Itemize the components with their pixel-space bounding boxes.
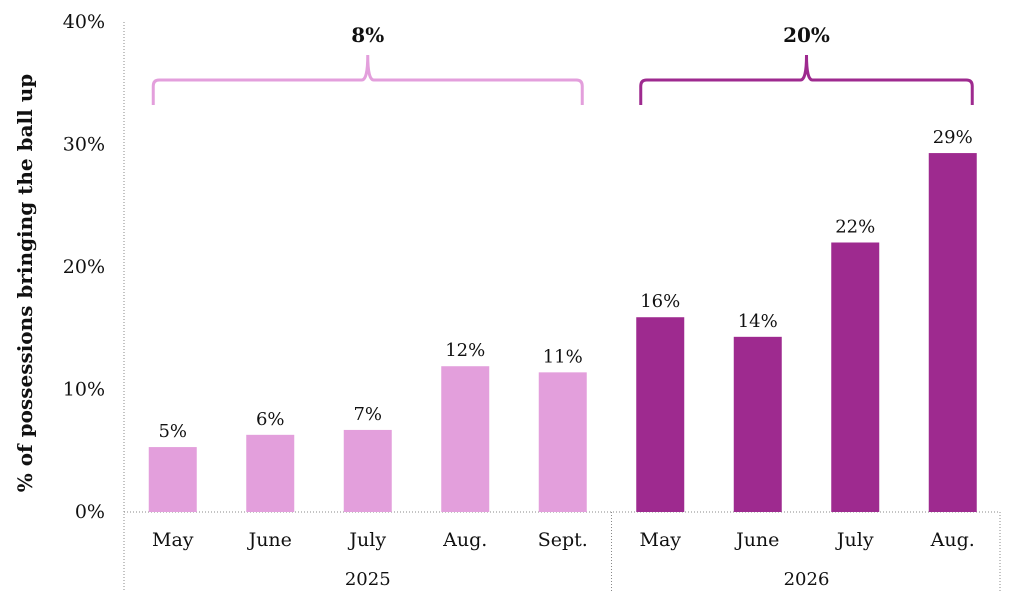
x-tick-label: July [347, 529, 386, 551]
y-tick-label: 10% [63, 379, 105, 401]
x-tick-label: Aug. [930, 529, 975, 551]
y-tick-label: 40% [63, 11, 105, 33]
group-label: 2025 [345, 569, 391, 590]
data-label: 7% [353, 404, 382, 425]
bar [636, 317, 685, 512]
group-brace [151, 54, 584, 105]
data-labels: 5% 6% 7% 12% 11% 16% 14% 22% 29% [158, 127, 972, 442]
bar [538, 372, 587, 512]
x-tick-label: Sept. [538, 529, 588, 551]
data-label: 29% [933, 127, 973, 148]
brace-label: 8% [351, 23, 384, 47]
x-tick-label: Aug. [442, 529, 487, 551]
data-label: 22% [835, 217, 875, 238]
bar [733, 336, 782, 512]
y-tick-label: 30% [63, 134, 105, 156]
y-tick-label: 0% [75, 501, 105, 523]
bar [831, 242, 880, 512]
data-label: 12% [445, 340, 485, 361]
bars [148, 153, 977, 512]
y-tick-label: 20% [63, 256, 105, 278]
group-braces: 8% 20% [151, 23, 974, 105]
data-label: 16% [640, 291, 680, 312]
bar [441, 366, 490, 512]
x-tick-label: May [152, 529, 194, 551]
bar [343, 429, 392, 512]
x-tick-label: June [734, 529, 779, 551]
brace-label: 20% [783, 23, 830, 47]
x-tick-label: May [639, 529, 681, 551]
data-label: 6% [256, 409, 285, 430]
bar [928, 153, 977, 512]
bar [246, 434, 295, 512]
data-label: 5% [158, 421, 187, 442]
y-axis-label: % of possessions bringing the ball up [13, 74, 37, 493]
x-tick-label: July [835, 529, 874, 551]
y-tick-labels: 0% 10% 20% 30% 40% [63, 11, 105, 523]
group-brace [639, 54, 974, 105]
data-label: 11% [543, 346, 583, 367]
bar [148, 447, 197, 512]
data-label: 14% [738, 311, 778, 332]
group-label: 2026 [784, 569, 830, 590]
x-tick-label: June [247, 529, 292, 551]
x-category-labels: May June July Aug. Sept. 2025 May June July Aug. 2… [152, 529, 975, 590]
